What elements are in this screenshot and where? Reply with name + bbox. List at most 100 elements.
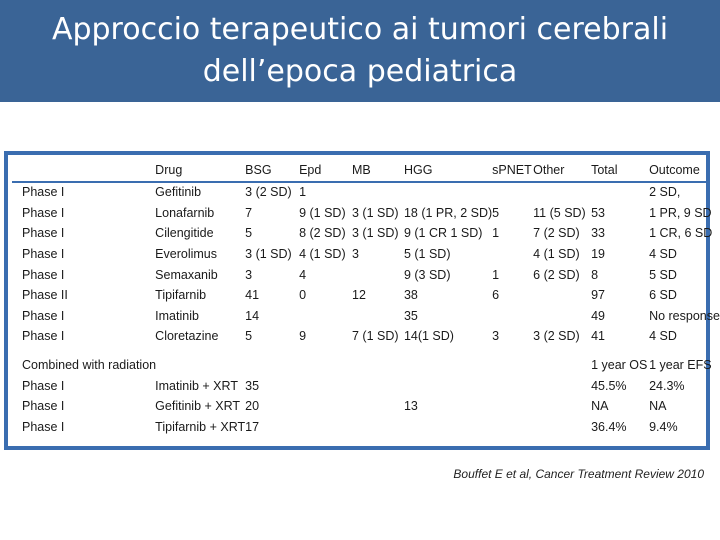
table-cell: 1 bbox=[299, 185, 307, 200]
table-cell: 7 (2 SD) bbox=[533, 226, 580, 241]
table-cell: 3 (1 SD) bbox=[352, 226, 399, 241]
table-cell: 9 (1 CR 1 SD) bbox=[403, 226, 483, 241]
table-cell: 35 bbox=[245, 378, 260, 393]
table-cell: 18 (1 PR, 2 SD) bbox=[403, 205, 493, 220]
table-cell bbox=[492, 375, 533, 396]
table-cell bbox=[299, 306, 352, 327]
table-row: Phase I Semaxanib 3 4 9 (3 SD) 1 6 (2 SD) 8 5 SD bbox=[22, 264, 720, 285]
table-cell: 4 (1 SD) bbox=[299, 247, 346, 262]
table-cell: 9 (1 SD) bbox=[299, 205, 346, 220]
table-cell: 11 (5 SD) bbox=[533, 205, 586, 220]
table-cell: Semaxanib bbox=[155, 267, 218, 282]
table-cell: Imatinib bbox=[155, 308, 199, 323]
table-header-row: Drug BSG Epd MB HGG sPNET Other Total Outcome bbox=[22, 158, 720, 182]
title-bar: Approccio terapeutico ai tumori cerebral… bbox=[0, 0, 720, 102]
slide-title: Approccio terapeutico ai tumori cerebral… bbox=[52, 9, 668, 93]
table-cell: 4 SD bbox=[649, 329, 677, 344]
column-header: HGG bbox=[403, 163, 433, 177]
table-cell: Cilengitide bbox=[155, 226, 214, 241]
table-cell: 0 bbox=[299, 288, 307, 303]
table-cell: Lonafarnib bbox=[155, 205, 215, 220]
table-cell: 7 (1 SD) bbox=[352, 329, 399, 344]
radiation-section-row: Combined with radiation 1 year OS 1 year E… bbox=[22, 355, 720, 376]
table-cell: 14(1 SD) bbox=[403, 329, 454, 344]
table-row: Phase I Cilengitide 5 8 (2 SD) 3 (1 SD) 9 (1 … bbox=[22, 223, 720, 244]
spacer-row bbox=[22, 347, 720, 355]
table-cell bbox=[352, 306, 404, 327]
table-cell: 45.5% bbox=[591, 378, 627, 393]
column-header: BSG bbox=[245, 163, 272, 177]
table-cell bbox=[299, 417, 352, 438]
table-cell: Gefitinib bbox=[155, 185, 202, 200]
table-row: Phase I Everolimus 3 (1 SD) 4 (1 SD) 3 5 (1 S… bbox=[22, 244, 720, 265]
table-cell: 6 SD bbox=[649, 288, 677, 303]
table-cell bbox=[299, 375, 352, 396]
table-cell: 38 bbox=[403, 288, 418, 303]
table-cell bbox=[533, 417, 591, 438]
table-cell: 3 (1 SD) bbox=[245, 247, 292, 262]
table-cell bbox=[492, 182, 533, 203]
table-cell: Phase I bbox=[22, 308, 65, 323]
table-cell bbox=[533, 375, 591, 396]
table-cell bbox=[404, 417, 492, 438]
table-row: Phase I Gefitinib + XRT 20 13 NA NA bbox=[22, 396, 720, 417]
column-header: Total bbox=[591, 163, 618, 177]
table-cell: 9.4% bbox=[649, 419, 678, 434]
table-cell bbox=[299, 396, 352, 417]
title-line-2: dell’epoca pediatrica bbox=[202, 54, 518, 89]
table-cell: 35 bbox=[403, 308, 418, 323]
table-cell: Cloretazine bbox=[155, 329, 219, 344]
table-cell: Phase I bbox=[22, 185, 65, 200]
table-cell: 9 bbox=[299, 329, 307, 344]
table-cell: NA bbox=[591, 399, 609, 414]
table-cell bbox=[533, 396, 591, 417]
table-cell: Phase I bbox=[22, 419, 65, 434]
table-cell: Imatinib + XRT bbox=[155, 378, 238, 393]
table-cell: 3 bbox=[352, 247, 359, 262]
table-cell bbox=[591, 182, 649, 203]
radiation-total-header: 1 year OS bbox=[591, 358, 648, 373]
column-header bbox=[22, 158, 155, 182]
table-cell: Gefitinib + XRT bbox=[155, 399, 241, 414]
table-cell: 2 SD, bbox=[649, 185, 681, 200]
table-cell bbox=[492, 244, 533, 265]
column-header: Drug bbox=[155, 163, 183, 177]
table-cell bbox=[533, 285, 591, 306]
table-cell bbox=[352, 396, 404, 417]
table-cell: 6 bbox=[492, 288, 500, 303]
table-cell: No response bbox=[649, 308, 720, 323]
column-header: Epd bbox=[299, 163, 322, 177]
table-cell: 6 (2 SD) bbox=[533, 267, 580, 282]
table-cell: Phase I bbox=[22, 226, 65, 241]
table-cell bbox=[492, 396, 533, 417]
table-cell: 97 bbox=[591, 288, 605, 303]
table-cell: 4 (1 SD) bbox=[533, 247, 580, 262]
column-header: MB bbox=[352, 163, 371, 177]
table-cell: 1 bbox=[492, 267, 500, 282]
table-cell: Phase I bbox=[22, 378, 65, 393]
table-cell: NA bbox=[649, 399, 667, 414]
table-cell bbox=[492, 417, 533, 438]
table-cell bbox=[404, 182, 492, 203]
table-cell: 41 bbox=[591, 329, 605, 344]
table-cell bbox=[404, 375, 492, 396]
table-cell: Phase II bbox=[22, 288, 68, 303]
citation: Bouffet E et al, Cancer Treatment Review… bbox=[453, 467, 704, 481]
table-cell: 3 (1 SD) bbox=[352, 205, 399, 220]
table-cell: 33 bbox=[591, 226, 605, 241]
table-row: Phase II Tipifarnib 41 0 12 38 6 97 6 SD bbox=[22, 285, 720, 306]
column-header: Outcome bbox=[649, 163, 700, 177]
table-cell: 13 bbox=[403, 399, 418, 414]
table-cell: 36.4% bbox=[591, 419, 627, 434]
table-row: Phase I Tipifarnib + XRT 17 36.4% 9.4% bbox=[22, 417, 720, 438]
table-cell: Phase I bbox=[22, 205, 65, 220]
table-cell: 5 (1 SD) bbox=[403, 247, 451, 262]
table-cell: 3 (2 SD) bbox=[245, 185, 292, 200]
table-cell: 19 bbox=[591, 247, 605, 262]
table-cell: 8 (2 SD) bbox=[299, 226, 346, 241]
radiation-outcome-header: 1 year EFS bbox=[649, 358, 712, 373]
table-cell: 3 (2 SD) bbox=[533, 329, 580, 344]
table-cell: 9 (3 SD) bbox=[403, 267, 451, 282]
column-header: sPNET bbox=[492, 163, 532, 177]
table-row: Phase I Cloretazine 5 9 7 (1 SD) 14(1 SD) 3 3 (… bbox=[22, 326, 720, 347]
